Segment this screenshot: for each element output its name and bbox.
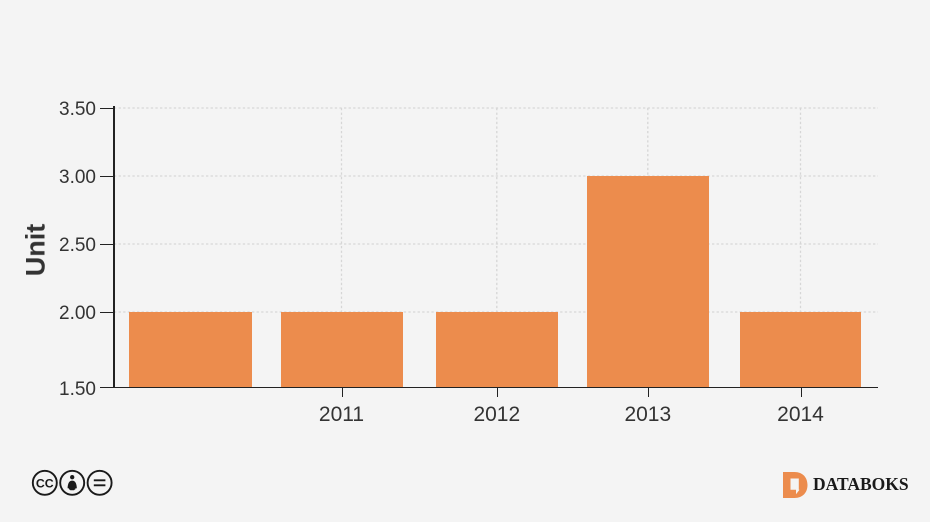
svg-text:CC: CC <box>36 477 54 491</box>
